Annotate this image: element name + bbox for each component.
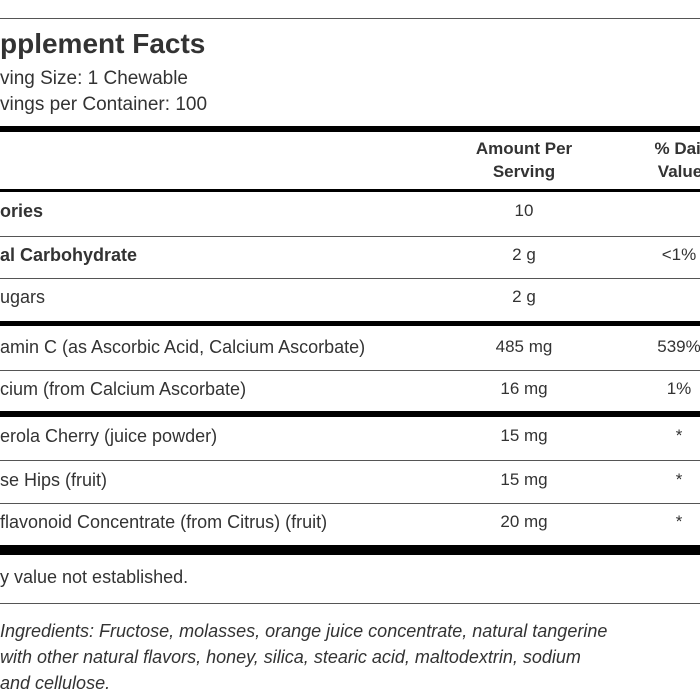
divider	[0, 603, 700, 604]
servings: vings per Container: 100	[0, 94, 208, 115]
daily-value: 1%	[666, 379, 692, 398]
nutrient-name: erola Cherry (juice powder)	[0, 426, 218, 446]
footnote: y value not established.	[0, 567, 189, 587]
divider	[0, 18, 700, 19]
daily-value: *	[675, 470, 683, 489]
daily-value: 539%	[657, 337, 700, 356]
title: pplement Facts	[0, 28, 206, 59]
divider	[0, 545, 700, 555]
daily-value: *	[675, 512, 683, 531]
nutrient-name: al Carbohydrate	[0, 245, 138, 265]
nutrient-name: amin C (as Ascorbic Acid, Calcium Ascorb…	[0, 337, 366, 357]
amount: 15 mg	[500, 426, 548, 445]
nutrient-name: flavonoid Concentrate (from Citrus) (fru…	[0, 512, 328, 532]
divider	[0, 321, 700, 326]
divider	[0, 370, 700, 371]
nutrient-name: ories	[0, 201, 44, 221]
amount: 20 mg	[500, 512, 548, 531]
amount: 485 mg	[495, 337, 553, 356]
amount: 2 g	[512, 287, 536, 306]
daily-value: *	[675, 426, 683, 445]
nutrient-name: cium (from Calcium Ascorbate)	[0, 379, 247, 399]
serving-size: ving Size: 1 Chewable	[0, 68, 188, 89]
ingredients-line: and cellulose.	[0, 673, 111, 693]
divider	[0, 460, 700, 461]
header-amount: Serving	[492, 162, 556, 181]
amount: 2 g	[512, 245, 536, 264]
nutrient-name: ugars	[0, 287, 46, 307]
header-amount: Amount Per	[475, 139, 573, 158]
divider	[0, 236, 700, 237]
header-dv: Value	[657, 162, 700, 181]
amount: 15 mg	[500, 470, 548, 489]
nutrient-name: se Hips (fruit)	[0, 470, 108, 490]
amount: 16 mg	[500, 379, 548, 398]
ingredients-line: Ingredients: Fructose, molasses, orange …	[0, 621, 608, 641]
divider	[0, 503, 700, 504]
divider	[0, 126, 700, 132]
daily-value: <1%	[661, 245, 697, 264]
divider	[0, 411, 700, 417]
amount: 10	[514, 201, 534, 220]
divider	[0, 189, 700, 192]
header-dv: % Dail	[654, 139, 700, 158]
ingredients-line: with other natural flavors, honey, silic…	[0, 647, 581, 667]
divider	[0, 278, 700, 279]
